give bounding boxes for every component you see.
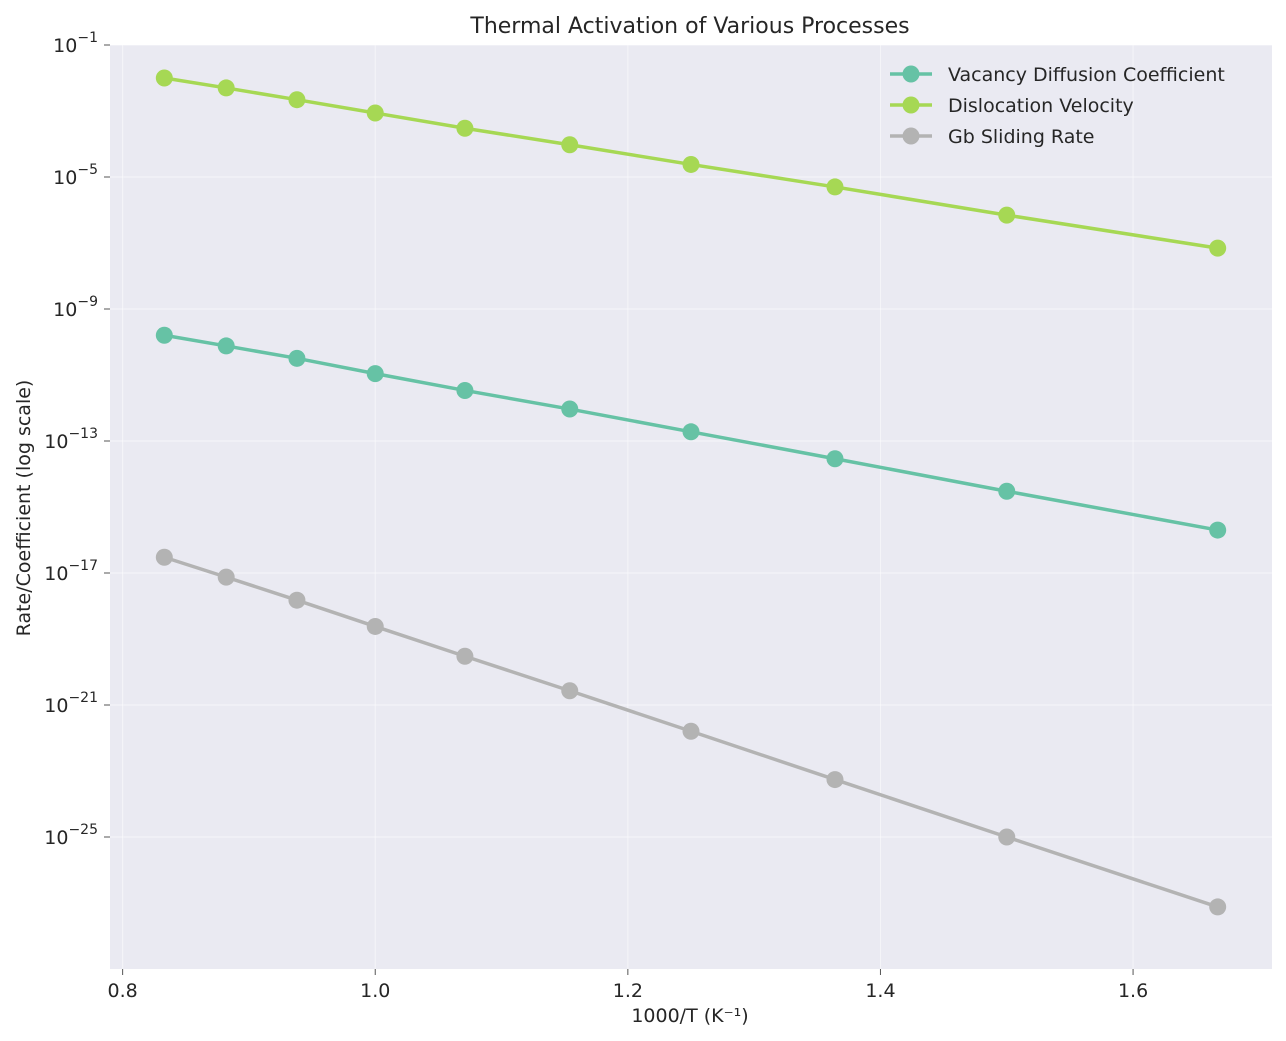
data-point [682,423,700,441]
y-tick-exponent: −1 [77,30,98,46]
y-tick-base: 10 [44,827,68,849]
data-point [155,548,173,566]
x-axis-label: 1000/T (K⁻¹) [631,1005,748,1027]
chart-title: Thermal Activation of Various Processes [469,14,909,39]
data-point [155,69,173,87]
series-1 [155,326,1227,539]
data-point [826,450,844,468]
x-tick-label: 1.2 [613,980,643,1002]
x-tick-label: 0.8 [108,980,138,1002]
data-point [1209,521,1227,539]
y-tick-exponent: −13 [68,426,98,442]
y-tick-exponent: −5 [77,162,98,178]
x-tick-label: 1.6 [1118,980,1148,1002]
y-tick-base: 10 [44,431,68,453]
legend-label: Gb Sliding Rate [948,126,1095,148]
series-line [163,555,1219,909]
y-tick-label: 10−21 [44,690,98,717]
x-tick-label: 1.0 [360,980,390,1002]
x-axis: 0.8 1.0 1.2 1.4 1.6 [108,969,1148,1002]
data-point [288,349,306,367]
data-point [826,178,844,196]
y-tick-exponent: −25 [68,822,98,838]
data-point [561,682,579,700]
data-point [217,568,235,586]
data-point [288,91,306,109]
series-2 [155,69,1227,257]
data-point [561,400,579,418]
data-point [1209,898,1227,916]
y-tick-label: 10−17 [44,558,98,585]
data-point [998,482,1016,500]
data-point [1209,239,1227,257]
data-point [998,828,1016,846]
series-3 [155,548,1227,916]
data-point [288,591,306,609]
y-tick-label: 10−5 [53,162,98,189]
data-point [456,381,474,399]
y-tick-label: 10−13 [44,426,98,453]
legend-label: Dislocation Velocity [948,95,1134,117]
data-point [217,79,235,97]
y-tick-exponent: −9 [77,294,98,310]
y-tick-base: 10 [53,167,77,189]
data-point [456,119,474,137]
y-tick-base: 10 [44,695,68,717]
data-point [366,617,384,635]
legend-item: Vacancy Diffusion Coefficient [890,64,1225,86]
y-tick-label: 10−25 [44,822,98,849]
y-tick-base: 10 [44,563,68,585]
legend-label: Vacancy Diffusion Coefficient [948,64,1225,86]
data-point [826,771,844,789]
data-point [456,647,474,665]
data-point [682,722,700,740]
legend-marker [902,65,920,83]
data-point [155,326,173,344]
data-point [217,337,235,355]
y-tick-base: 10 [53,299,77,321]
data-point [366,104,384,122]
y-tick-base: 10 [53,35,77,57]
y-axis-label: Rate/Coefficient (log scale) [13,380,35,637]
y-tick-label: 10−9 [53,294,98,321]
series-line [164,333,1219,532]
series-layer [155,69,1227,916]
legend-marker [902,127,920,145]
legend-item: Dislocation Velocity [890,95,1134,117]
y-tick-exponent: −21 [68,690,98,706]
legend-item: Gb Sliding Rate [890,126,1095,148]
y-tick-label: 10−1 [53,30,98,57]
plot-background [110,45,1272,969]
data-point [366,365,384,383]
grid-lines [110,44,1272,969]
legend-marker [902,96,920,114]
data-point [998,206,1016,224]
data-point [561,136,579,154]
series-line [164,76,1218,250]
data-point [682,155,700,173]
y-tick-exponent: −17 [68,558,98,574]
legend: Vacancy Diffusion Coefficient Dislocation… [890,64,1225,148]
x-tick-label: 1.4 [865,980,895,1002]
